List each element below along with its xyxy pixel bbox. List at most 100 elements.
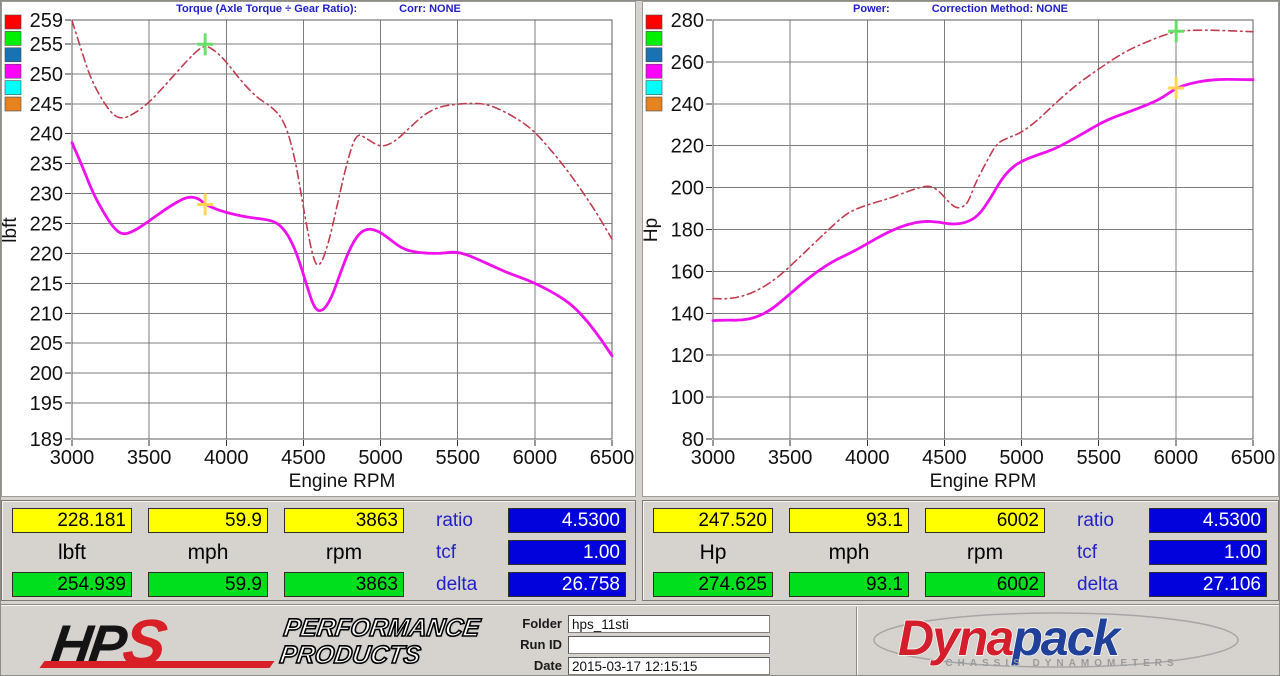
dynapack-subtitle: CHASSIS DYNAMOMETERS — [945, 658, 1178, 669]
svg-text:255: 255 — [30, 34, 63, 56]
dynapack-pack: pack — [1010, 610, 1122, 666]
torque-cursor-rpm-box: 3863 — [284, 508, 404, 533]
grid — [72, 20, 612, 439]
svg-text:250: 250 — [30, 64, 63, 86]
series-reference-run-power — [712, 29, 1254, 300]
folder-input[interactable] — [568, 615, 770, 633]
svg-text:5500: 5500 — [435, 447, 480, 469]
power-reference-mph-box: 93.1 — [789, 572, 909, 597]
svg-text:5500: 5500 — [1076, 447, 1121, 469]
date-input[interactable] — [568, 657, 770, 675]
hps-tagline-line1: PERFORMANCE — [281, 613, 482, 643]
legend-swatch-1[interactable] — [4, 31, 22, 46]
legend-swatch-5[interactable] — [4, 96, 22, 112]
cursor-marker-reference-cursor — [1168, 20, 1185, 43]
delta-value-box: 26.758 — [508, 572, 626, 597]
legend-swatch-3[interactable] — [645, 63, 663, 79]
delta-label: delta — [436, 574, 478, 595]
power-correction-label: Correction Method: NONE — [931, 3, 1068, 15]
grid — [713, 20, 1253, 439]
power-chart-title: Power: — [853, 3, 890, 15]
x-axis-label: Engine RPM — [289, 471, 396, 492]
svg-text:100: 100 — [671, 387, 704, 409]
svg-text:5000: 5000 — [999, 447, 1044, 469]
run-id-input[interactable] — [568, 636, 770, 654]
legend-swatch-2[interactable] — [645, 47, 663, 63]
svg-text:6000: 6000 — [1154, 447, 1199, 469]
dynapack-wordmark: Dynapack — [898, 610, 1122, 666]
svg-text:4000: 4000 — [845, 447, 890, 469]
folder-label: Folder — [522, 616, 562, 631]
power-chart-header: Power: Correction Method: NONE — [643, 3, 1278, 15]
series-reference-run-torque — [71, 19, 613, 266]
dynapack-ellipse — [873, 612, 1239, 668]
delta-label: delta — [1077, 574, 1119, 595]
x-tick-labels: 3000 3500 4000 4500 5000 5500 6000 6500 — [50, 447, 635, 469]
svg-text:210: 210 — [30, 303, 63, 325]
y-axis-label: Hp — [643, 218, 662, 242]
unit-label-mph: mph — [187, 541, 229, 564]
date-label: Date — [533, 658, 562, 673]
svg-text:220: 220 — [671, 136, 704, 158]
hps-logo-tagline: PERFORMANCE PRODUCTS — [277, 613, 482, 670]
footer-bar: HPS PERFORMANCE PRODUCTS Folder Run ID D… — [0, 604, 1280, 676]
svg-text:4500: 4500 — [922, 447, 967, 469]
legend-swatch-4[interactable] — [4, 80, 22, 95]
svg-text:6500: 6500 — [590, 447, 635, 469]
power-reference-value-box: 274.625 — [653, 572, 773, 597]
y-axis-label: lbft — [2, 217, 21, 243]
torque-cursor-value-box: 228.181 — [12, 508, 132, 533]
power-reference-rpm-box: 6002 — [925, 572, 1045, 597]
svg-text:120: 120 — [671, 345, 704, 367]
svg-text:5000: 5000 — [358, 447, 403, 469]
tcf-label: tcf — [436, 542, 457, 563]
svg-text:189: 189 — [30, 429, 63, 451]
legend-swatch-3[interactable] — [4, 63, 22, 79]
legend-swatch-5[interactable] — [645, 96, 663, 112]
unit-label-rpm: rpm — [325, 541, 363, 564]
legend-swatch-4[interactable] — [645, 80, 663, 95]
unit-label-rpm: rpm — [966, 541, 1004, 564]
svg-text:259: 259 — [30, 10, 63, 32]
ratio-value-box: 4.5300 — [508, 508, 626, 533]
tick-marks — [706, 19, 1254, 446]
svg-text:180: 180 — [671, 220, 704, 242]
svg-text:6500: 6500 — [1231, 447, 1276, 469]
svg-text:195: 195 — [30, 393, 63, 415]
run-id-label: Run ID — [520, 637, 562, 652]
cursor-marker-reference-cursor — [197, 33, 214, 56]
torque-reference-mph-box: 59.9 — [148, 572, 268, 597]
run-info-form: Folder Run ID Date — [480, 609, 850, 675]
svg-text:225: 225 — [30, 214, 63, 236]
torque-reference-rpm-box: 3863 — [284, 572, 404, 597]
unit-label-lbft: lbft — [57, 541, 86, 564]
dynapack-dyna: Dyna — [898, 610, 1013, 666]
channel-legend — [4, 14, 22, 112]
plot-border — [712, 19, 1254, 440]
ratio-value-box: 4.5300 — [1149, 508, 1267, 533]
cursor-marker-current-cursor — [1168, 77, 1185, 100]
legend-swatch-0[interactable] — [4, 14, 22, 30]
channel-legend — [645, 14, 663, 112]
legend-swatch-1[interactable] — [645, 31, 663, 46]
series-current-run-power — [711, 77, 1255, 322]
svg-text:280: 280 — [671, 10, 704, 32]
svg-text:220: 220 — [30, 243, 63, 265]
power-readout-panel: 247.520 93.1 6002 Hp mph rpm 274.625 93.… — [642, 500, 1279, 601]
power-cursor-mph-box: 93.1 — [789, 508, 909, 533]
svg-text:3000: 3000 — [691, 447, 736, 469]
legend-swatch-0[interactable] — [645, 14, 663, 30]
svg-text:4500: 4500 — [281, 447, 326, 469]
tcf-value-box: 1.00 — [508, 540, 626, 565]
svg-text:4000: 4000 — [204, 447, 249, 469]
torque-cursor-mph-box: 59.9 — [148, 508, 268, 533]
torque-reference-value-box: 254.939 — [12, 572, 132, 597]
svg-text:140: 140 — [671, 303, 704, 325]
dynapack-logo: Dynapack CHASSIS DYNAMOMETERS — [866, 607, 1266, 675]
legend-swatch-2[interactable] — [4, 47, 22, 63]
svg-text:240: 240 — [671, 94, 704, 116]
dynapack-logo-svg: Dynapack CHASSIS DYNAMOMETERS — [873, 609, 1239, 669]
x-tick-labels: 3000 3500 4000 4500 5000 5500 6000 6500 — [691, 447, 1276, 469]
